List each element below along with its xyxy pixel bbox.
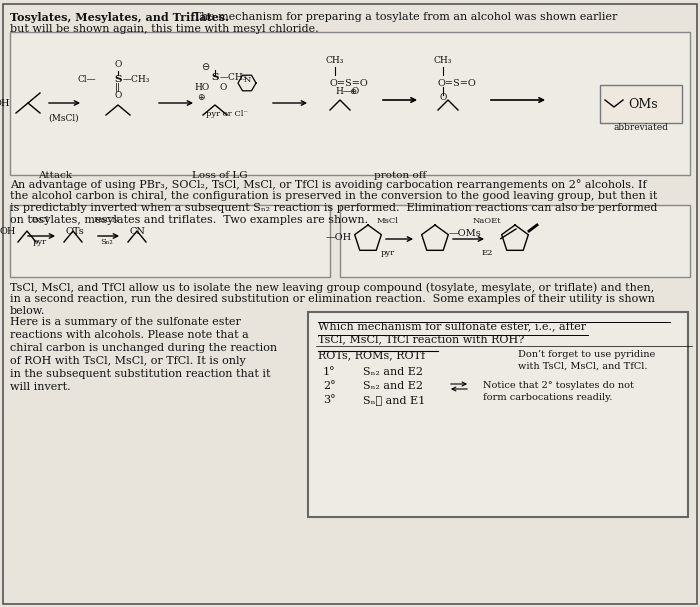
Text: O=S=O: O=S=O	[438, 78, 477, 87]
Text: is predictably inverted when a subsequent Sₙ₂ reaction is performed.  Eliminatio: is predictably inverted when a subsequen…	[10, 203, 657, 213]
Bar	[340, 205, 690, 277]
Text: 2°: 2°	[323, 381, 335, 391]
Text: ||: ||	[115, 84, 121, 92]
Text: (MsCl): (MsCl)	[49, 114, 79, 123]
Text: —OMs: —OMs	[449, 229, 482, 239]
Text: OH: OH	[0, 100, 10, 109]
Text: Tosylates, Mesylates, and Triflates.: Tosylates, Mesylates, and Triflates.	[10, 12, 229, 23]
Text: ⊕: ⊕	[197, 92, 204, 101]
Text: in a second reaction, run the desired substitution or elimination reaction.  Som: in a second reaction, run the desired su…	[10, 294, 655, 304]
Text: CN: CN	[130, 226, 146, 236]
Text: ⊖: ⊖	[201, 62, 209, 72]
Text: OMs: OMs	[628, 98, 657, 110]
Text: An advantage of using PBr₃, SOCl₂, TsCl, MsCl, or TfCl is avoiding carbocation r: An advantage of using PBr₃, SOCl₂, TsCl,…	[10, 179, 647, 190]
Text: The mechanism for preparing a tosylate from an alcohol was shown earlier: The mechanism for preparing a tosylate f…	[190, 12, 617, 22]
Text: ROTs, ROMs, ROTf: ROTs, ROMs, ROTf	[318, 350, 425, 360]
Text: HO: HO	[195, 84, 210, 92]
Text: chiral carbon is unchanged during the reaction: chiral carbon is unchanged during the re…	[10, 343, 277, 353]
Text: TsCl, MsCl, TfCl reaction with ROH?: TsCl, MsCl, TfCl reaction with ROH?	[318, 334, 524, 344]
Text: S: S	[211, 73, 218, 83]
Text: NaOEt: NaOEt	[473, 217, 501, 225]
Text: Sₙ and E1: Sₙ and E1	[363, 395, 426, 405]
Text: TsCl, MsCl, and TfCl allow us to isolate the new leaving group compound (tosylat: TsCl, MsCl, and TfCl allow us to isolate…	[10, 282, 654, 293]
Text: pyr: pyr	[381, 249, 395, 257]
Text: CH₃: CH₃	[434, 56, 452, 65]
Text: O: O	[114, 60, 122, 69]
Text: N: N	[244, 76, 251, 84]
Text: form carbocations readily.: form carbocations readily.	[483, 393, 612, 402]
Bar	[10, 32, 690, 175]
Text: O: O	[220, 84, 228, 92]
Text: E2: E2	[482, 249, 493, 257]
Text: with TsCl, MsCl, and TfCl.: with TsCl, MsCl, and TfCl.	[518, 362, 648, 371]
Text: —CH₃: —CH₃	[220, 73, 247, 83]
Text: OTs: OTs	[66, 226, 85, 236]
Bar	[10, 205, 330, 277]
Text: reactions with alcohols. Please note that a: reactions with alcohols. Please note tha…	[10, 330, 248, 340]
Text: in the subsequent substitution reaction that it: in the subsequent substitution reaction …	[10, 369, 270, 379]
Text: MsCl: MsCl	[377, 217, 399, 225]
Text: Loss of LG: Loss of LG	[193, 171, 248, 180]
Text: of ROH with TsCl, MsCl, or TfCl. It is only: of ROH with TsCl, MsCl, or TfCl. It is o…	[10, 356, 246, 366]
Text: O: O	[440, 92, 447, 101]
Text: on tosylates, mesylates and triflates.  Two examples are shown.: on tosylates, mesylates and triflates. T…	[10, 215, 368, 225]
Text: 1°: 1°	[323, 367, 335, 377]
Text: abbreviated: abbreviated	[614, 123, 668, 132]
Text: Sₙ₂: Sₙ₂	[101, 238, 113, 246]
Bar	[308, 312, 688, 517]
Text: pyr or Cl⁻: pyr or Cl⁻	[206, 110, 248, 118]
Text: Sₙ₂ and E2: Sₙ₂ and E2	[363, 367, 423, 377]
Text: 3°: 3°	[323, 395, 335, 405]
Text: the alcohol carbon is chiral, the configuration is preserved in the conversion t: the alcohol carbon is chiral, the config…	[10, 191, 657, 201]
Text: O: O	[114, 92, 122, 101]
Text: S: S	[114, 75, 122, 84]
Text: below.: below.	[10, 306, 46, 316]
Text: TsCl: TsCl	[31, 216, 49, 224]
Text: NaCN: NaCN	[94, 216, 120, 224]
Text: —CH₃: —CH₃	[123, 75, 150, 84]
Bar	[600, 85, 682, 123]
Text: ⊕: ⊕	[349, 87, 356, 95]
Text: H—O: H—O	[335, 87, 359, 97]
Text: Sₙ₂ and E2: Sₙ₂ and E2	[363, 381, 423, 391]
Text: proton off: proton off	[374, 171, 426, 180]
Text: but will be shown again, this time with mesyl chloride.: but will be shown again, this time with …	[10, 24, 318, 34]
Text: pyr: pyr	[33, 238, 47, 246]
Text: Which mechanism for sulfonate ester, i.e., after: Which mechanism for sulfonate ester, i.e…	[318, 321, 586, 331]
Text: OH: OH	[0, 226, 16, 236]
Text: Don’t forget to use pyridine: Don’t forget to use pyridine	[518, 350, 655, 359]
Text: Cl—: Cl—	[78, 75, 96, 84]
Text: CH₃: CH₃	[326, 56, 344, 65]
Text: —OH: —OH	[326, 232, 352, 242]
Text: Attack: Attack	[38, 171, 72, 180]
Text: will invert.: will invert.	[10, 382, 71, 392]
Text: Here is a summary of the sulfonate ester: Here is a summary of the sulfonate ester	[10, 317, 241, 327]
Text: O=S=O: O=S=O	[330, 78, 369, 87]
Text: Notice that 2° tosylates do not: Notice that 2° tosylates do not	[483, 381, 634, 390]
